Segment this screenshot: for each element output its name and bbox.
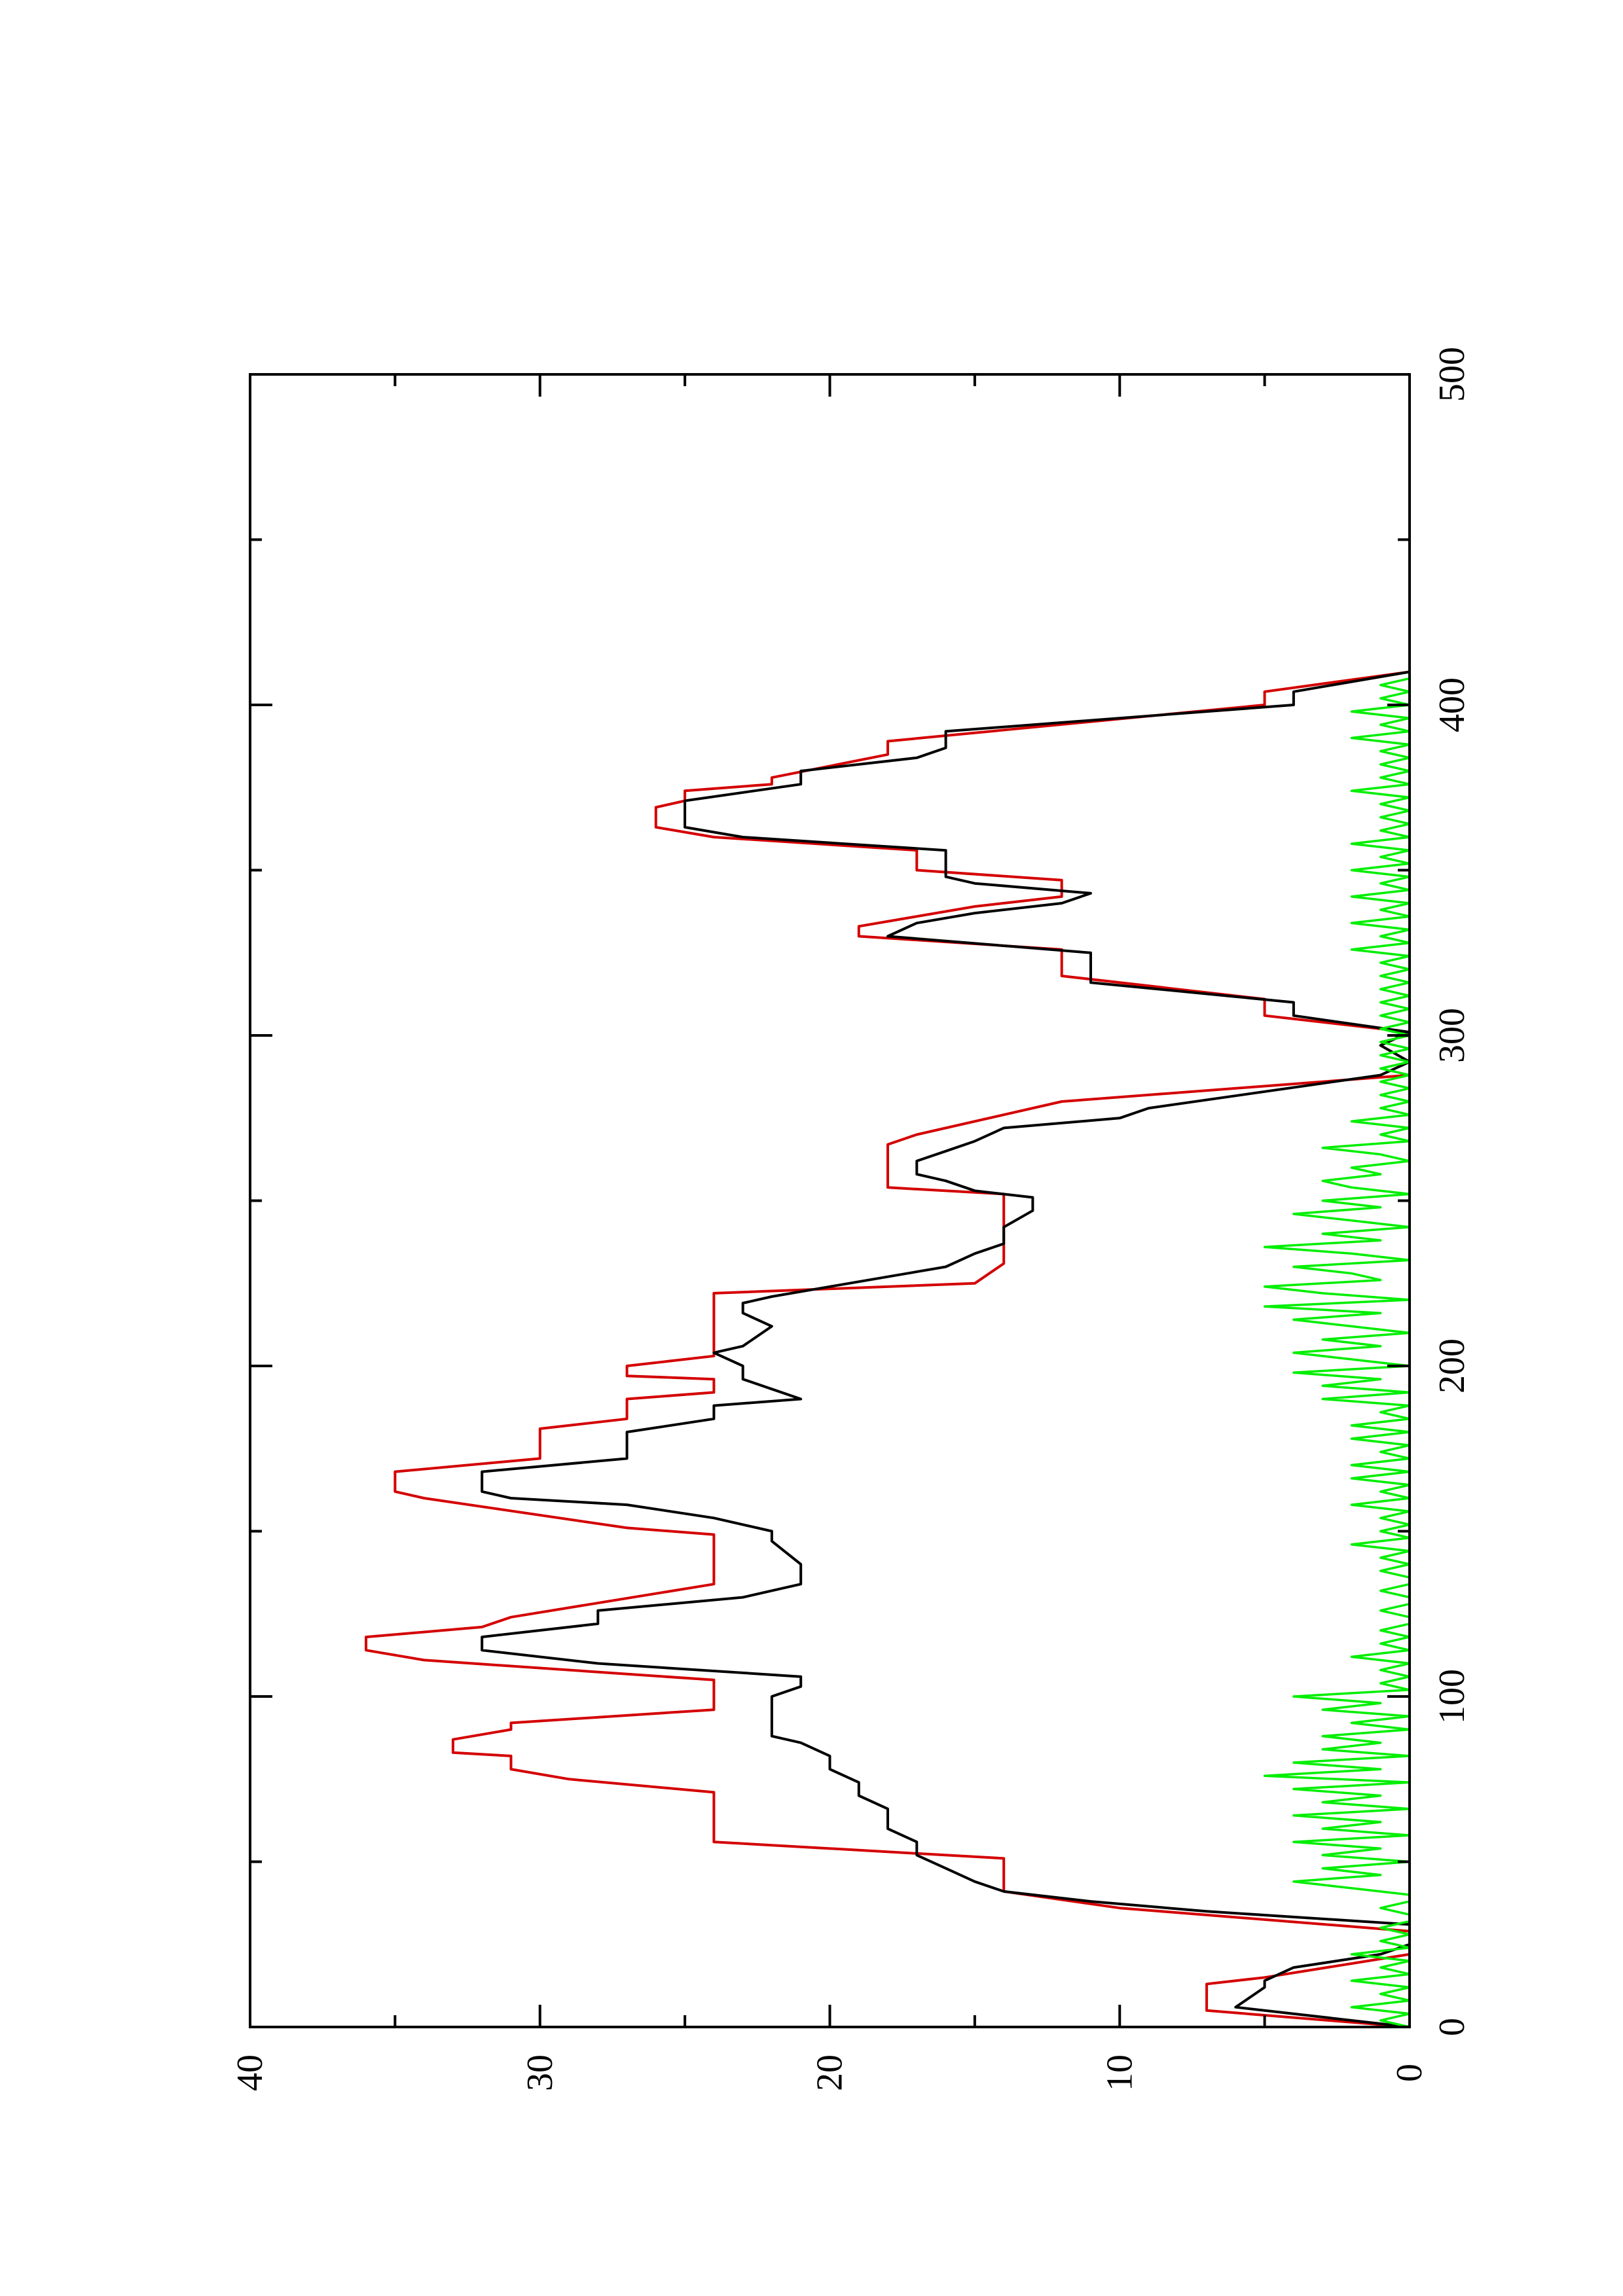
y-tick-label: 10 <box>1099 2054 1140 2091</box>
y-tick-label: 0 <box>1389 2064 1430 2082</box>
y-tick-label: 20 <box>810 2054 850 2091</box>
y-tick-label: 30 <box>520 2054 560 2091</box>
series-line-2 <box>481 670 1411 2028</box>
series-layer <box>365 670 1411 2028</box>
x-tick-label: 200 <box>1432 1338 1472 1393</box>
x-tick-label: 300 <box>1432 1008 1472 1063</box>
y-tick-label: 40 <box>230 2054 270 2091</box>
ticks-layer <box>249 373 1411 2028</box>
x-tick-label: 100 <box>1432 1669 1472 1724</box>
plot-area: 0 100 200 300 400 500 0 10 20 30 40 <box>230 347 1472 2091</box>
series-line-3 <box>1263 672 1411 2028</box>
x-tick-label: 500 <box>1432 347 1472 402</box>
series-line-1 <box>365 670 1411 2028</box>
x-tick-label: 400 <box>1432 677 1472 732</box>
x-tick-label: 0 <box>1432 2018 1472 2036</box>
tick-labels-layer: 0 100 200 300 400 500 0 10 20 30 40 <box>230 347 1472 2091</box>
